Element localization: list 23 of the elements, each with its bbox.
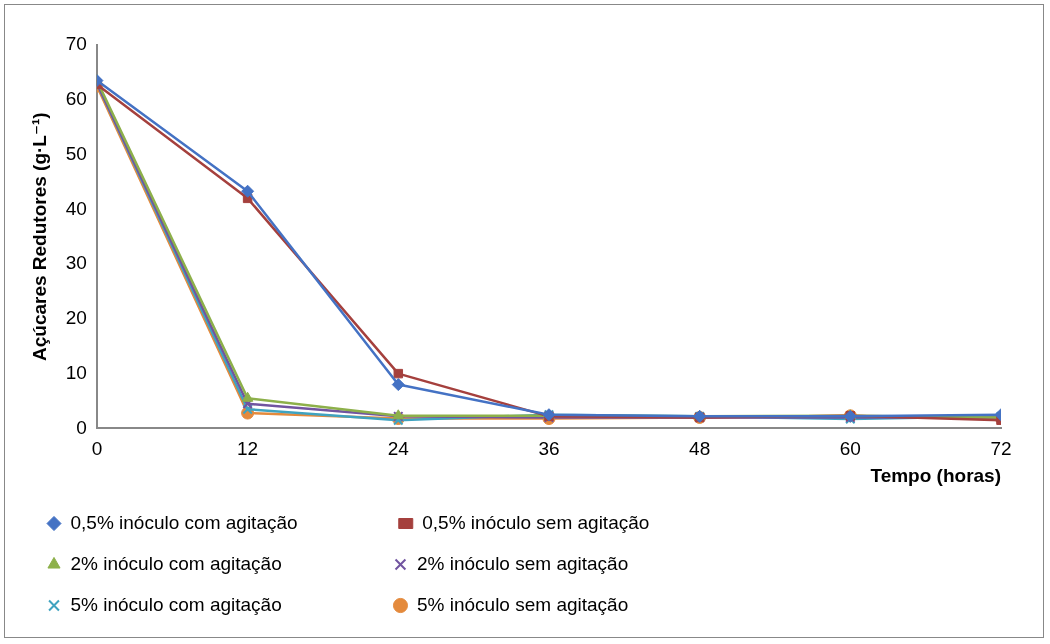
y-tick-label: 70 bbox=[65, 33, 87, 55]
legend-label: 0,5% inóculo sem agitação bbox=[422, 511, 729, 533]
y-tick-label: 10 bbox=[65, 361, 87, 383]
x-axis-title: Tempo (horas) bbox=[870, 464, 1001, 486]
x-tick-label: 60 bbox=[839, 438, 861, 460]
x-tick-label: 48 bbox=[689, 438, 711, 460]
legend-label: 5% inóculo com agitação bbox=[70, 593, 372, 615]
x-tick-label: 12 bbox=[237, 438, 259, 460]
x-tick-label: 24 bbox=[387, 438, 410, 460]
legend-label: 2% inóculo sem agitação bbox=[416, 552, 718, 574]
x-tick-label: 0 bbox=[91, 438, 103, 460]
y-tick-label: 40 bbox=[65, 197, 87, 219]
legend-label: 0,5% inóculo com agitação bbox=[70, 511, 377, 533]
legend-label: 5% inóculo sem agitação bbox=[416, 593, 718, 615]
x-tick-label: 72 bbox=[990, 438, 1012, 460]
y-tick-label: 30 bbox=[65, 252, 87, 274]
y-tick-label: 50 bbox=[65, 142, 87, 164]
y-tick-label: 20 bbox=[65, 307, 87, 329]
legend-label: 2% inóculo com agitação bbox=[70, 552, 372, 574]
y-tick-label: 0 bbox=[76, 416, 87, 438]
y-axis-title: Açúcares Redutores (g·L⁻¹) bbox=[28, 112, 50, 362]
y-tick-label: 60 bbox=[65, 88, 87, 110]
x-tick-label: 36 bbox=[538, 438, 560, 460]
